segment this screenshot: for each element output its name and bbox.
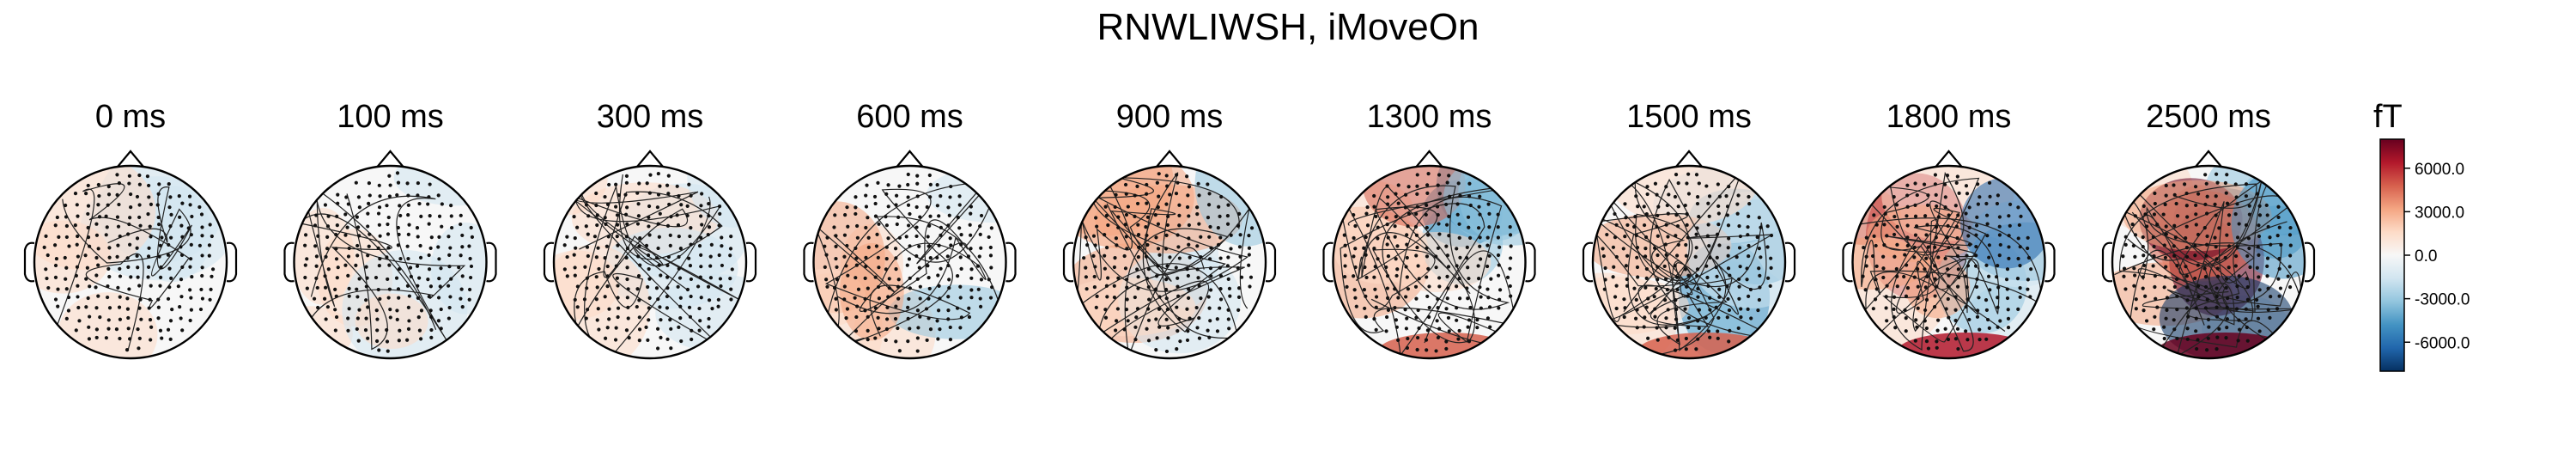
- right-ear-outline: [1005, 241, 1017, 283]
- head-outline: [2111, 164, 2306, 360]
- right-ear-outline: [745, 241, 757, 283]
- topomap-sensors: [823, 172, 994, 353]
- colorbar-gradient: [2379, 138, 2405, 372]
- head-outline: [812, 164, 1007, 360]
- nose-outline: [1675, 150, 1703, 168]
- nose-outline: [1156, 150, 1183, 168]
- topomap-sensors: [1601, 172, 1774, 352]
- topomap-field: [294, 166, 487, 358]
- topomap-time-label: 1500 ms: [1626, 99, 1752, 135]
- topomap-time-label: 300 ms: [597, 99, 704, 135]
- topomap-time-label: 2500 ms: [2146, 99, 2271, 135]
- left-ear-outline: [1062, 241, 1074, 283]
- right-ear-outline: [486, 241, 497, 283]
- right-ear-outline: [1525, 241, 1536, 283]
- topomap-field: [554, 166, 746, 358]
- topomap-field: [1593, 166, 1785, 358]
- topomap-6: 1500 ms: [1582, 99, 1796, 360]
- head-outline: [1851, 164, 2046, 360]
- nose-outline: [376, 150, 404, 168]
- right-ear-outline: [1784, 241, 1796, 283]
- figure-title: RNWLIWSH, iMoveOn: [1097, 6, 1479, 48]
- colorbar: fT 6000.0 3000.0 0.0 -3000.0 -6000.0: [2373, 99, 2470, 372]
- left-ear-outline: [1322, 241, 1334, 283]
- topomap-time-label: 0 ms: [95, 99, 166, 135]
- left-ear-outline: [2101, 241, 2113, 283]
- colorbar-tick-label: -6000.0: [2415, 334, 2470, 352]
- topomap-time-label: 1300 ms: [1367, 99, 1492, 135]
- topomap-3: 600 ms: [803, 99, 1017, 360]
- left-ear-outline: [1582, 241, 1594, 283]
- right-ear-outline: [226, 241, 238, 283]
- colorbar-tick-label: 0.0: [2415, 247, 2437, 266]
- colorbar-tick-label: 6000.0: [2415, 161, 2464, 179]
- topomap-field: [34, 166, 227, 358]
- topomap-sensors: [562, 171, 734, 351]
- topomap-1: 100 ms: [283, 99, 497, 360]
- head-outline: [1072, 164, 1267, 360]
- left-ear-outline: [23, 241, 35, 283]
- topomap-8: 2500 ms: [2101, 99, 2316, 360]
- topomap-7: 1800 ms: [1842, 99, 2056, 360]
- nose-outline: [117, 150, 144, 168]
- head-outline: [33, 164, 228, 360]
- right-ear-outline: [1265, 241, 1277, 283]
- head-outline: [293, 164, 488, 360]
- right-ear-outline: [2044, 241, 2056, 283]
- colorbar-tick-label: -3000.0: [2415, 291, 2470, 309]
- topomap-time-label: 600 ms: [856, 99, 963, 135]
- topomap-4: 900 ms: [1062, 99, 1277, 360]
- topomap-time-label: 900 ms: [1116, 99, 1224, 135]
- colorbar-tick-label: 3000.0: [2415, 204, 2464, 222]
- topomap-0: 0 ms: [23, 99, 238, 360]
- nose-outline: [1415, 150, 1443, 168]
- topomap-sensors: [303, 171, 475, 353]
- nose-outline: [1935, 150, 1963, 168]
- topomap-sensors: [42, 173, 216, 352]
- left-ear-outline: [543, 241, 555, 283]
- topomap-field: [1073, 166, 1266, 358]
- topomap-2: 300 ms: [543, 99, 757, 360]
- left-ear-outline: [1842, 241, 1853, 283]
- topomap-sensors: [1342, 171, 1513, 353]
- nose-outline: [636, 150, 664, 168]
- topomap-5: 1300 ms: [1322, 99, 1536, 360]
- left-ear-outline: [283, 241, 295, 283]
- right-ear-outline: [2304, 241, 2316, 283]
- head-outline: [1332, 164, 1527, 360]
- head-outline: [1591, 164, 1787, 360]
- nose-outline: [896, 150, 924, 168]
- left-ear-outline: [803, 241, 814, 283]
- topomap-sensors: [1082, 172, 1255, 354]
- topomap-sensors: [1861, 173, 2033, 351]
- topomap-field: [1333, 166, 1526, 358]
- topomap-row: 0 ms 100 ms 300 ms 600 ms 900 ms 1300 ms 1500 …: [23, 99, 2316, 360]
- head-outline: [552, 164, 748, 360]
- topomap-time-label: 100 ms: [337, 99, 444, 135]
- topomap-sensors: [2121, 172, 2293, 352]
- topomap-field: [813, 166, 1006, 358]
- colorbar-unit: fT: [2373, 99, 2403, 135]
- topomap-time-label: 1800 ms: [1886, 99, 2012, 135]
- nose-outline: [2195, 150, 2222, 168]
- topomap-field: [2112, 166, 2305, 358]
